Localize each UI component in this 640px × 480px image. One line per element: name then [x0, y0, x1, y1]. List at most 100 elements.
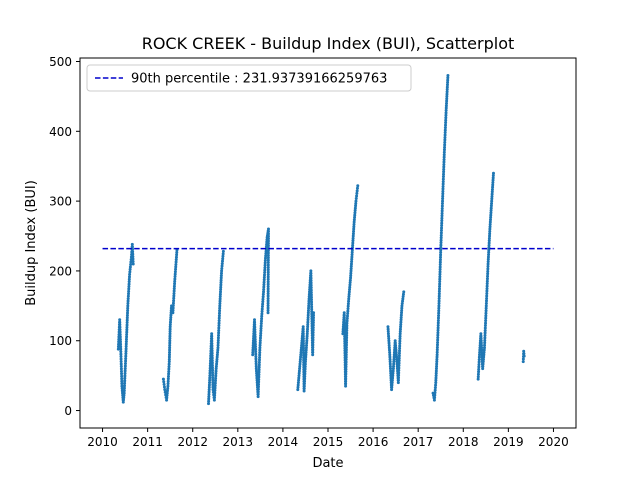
data-point: [171, 301, 175, 305]
data-point: [215, 355, 219, 359]
data-point: [256, 387, 260, 391]
data-point: [218, 297, 222, 301]
data-point: [167, 353, 171, 357]
data-point: [436, 321, 440, 325]
data-point: [344, 372, 348, 376]
data-point: [118, 340, 122, 344]
data-point: [266, 280, 270, 284]
data-point: [438, 265, 442, 269]
data-point: [217, 311, 221, 315]
data-point: [169, 318, 173, 322]
data-point: [126, 294, 130, 298]
data-point: [305, 343, 309, 347]
data-point: [487, 236, 491, 240]
data-point: [438, 260, 442, 264]
data-point: [309, 279, 313, 282]
data-point: [213, 384, 217, 388]
data-point: [344, 367, 348, 371]
data-point: [219, 281, 223, 285]
data-point: [127, 275, 131, 279]
data-point: [253, 318, 256, 322]
data-point: [254, 359, 258, 363]
data-point: [263, 258, 267, 262]
data-point: [266, 239, 270, 243]
data-point: [486, 274, 490, 278]
data-point: [257, 365, 261, 369]
data-point: [442, 167, 446, 171]
data-point: [351, 236, 355, 240]
data-point: [207, 395, 211, 399]
data-point: [478, 350, 482, 354]
data-point: [257, 382, 261, 386]
data-point: [173, 277, 177, 281]
data-point: [120, 386, 124, 390]
data-point: [123, 379, 127, 383]
data-point: [485, 287, 489, 291]
data-point: [254, 369, 258, 373]
data-point: [445, 87, 449, 91]
data-point: [207, 385, 211, 389]
data-point: [347, 295, 351, 299]
legend: 90th percentile : 231.93739166259763: [86, 64, 412, 92]
data-point: [298, 367, 302, 371]
data-point: [263, 266, 267, 270]
data-point: [399, 322, 403, 326]
data-point: [173, 275, 177, 279]
data-point: [296, 388, 300, 392]
data-point: [260, 305, 264, 309]
data-point: [118, 323, 122, 327]
data-point: [118, 332, 122, 336]
data-point: [210, 356, 214, 360]
data-point: [399, 325, 403, 329]
data-point: [128, 265, 132, 269]
data-point: [437, 304, 441, 308]
data-point: [390, 381, 394, 385]
data-point: [262, 278, 266, 282]
data-point: [312, 311, 316, 315]
data-point: [305, 334, 309, 338]
data-point: [440, 224, 444, 228]
data-point: [398, 349, 402, 353]
data-point: [489, 204, 493, 208]
data-point: [349, 267, 353, 271]
data-point: [483, 328, 487, 332]
data-point: [251, 343, 255, 347]
data-point: [437, 292, 441, 296]
data-point: [347, 290, 351, 294]
data-point: [490, 199, 494, 203]
data-point: [215, 357, 219, 361]
data-point: [445, 92, 449, 96]
data-point: [261, 297, 265, 301]
data-point: [396, 381, 400, 385]
data-point: [173, 272, 177, 276]
data-point: [477, 360, 481, 364]
data-point: [122, 389, 126, 393]
data-point: [441, 180, 445, 184]
data-point: [433, 388, 437, 392]
data-point: [258, 336, 262, 340]
data-point: [123, 366, 127, 370]
data-point: [346, 309, 350, 313]
data-point: [253, 335, 257, 339]
data-point: [488, 229, 492, 233]
data-point: [477, 370, 481, 374]
data-point: [388, 362, 392, 366]
data-point: [387, 341, 391, 345]
data-point: [174, 260, 178, 264]
data-point: [257, 375, 261, 379]
data-point: [435, 348, 439, 352]
data-point: [123, 364, 127, 368]
data-point: [436, 340, 440, 344]
data-point: [213, 379, 217, 383]
data-point: [260, 314, 264, 318]
data-point: [168, 329, 172, 333]
data-point: [120, 374, 124, 378]
data-point: [262, 283, 266, 287]
data-point: [301, 327, 305, 331]
data-point: [264, 256, 267, 260]
data-point: [350, 253, 354, 257]
data-point: [214, 374, 218, 378]
data-point: [439, 253, 443, 257]
chart-title: ROCK CREEK - Buildup Index (BUI), Scatte…: [142, 34, 515, 53]
data-point: [263, 263, 267, 267]
